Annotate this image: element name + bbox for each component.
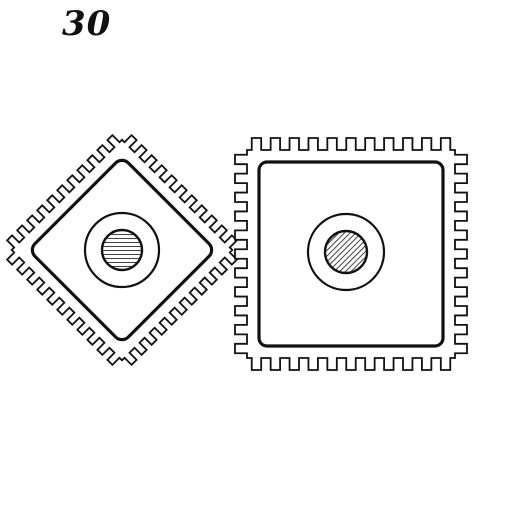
gear-right (234, 137, 468, 371)
gear-left (5, 133, 239, 367)
gear-left-body-outline (30, 158, 214, 342)
gear-left-axle (100, 228, 144, 272)
gear-right-body-outline (257, 160, 445, 348)
gear-right-axle (323, 229, 369, 275)
figure-number: 30 (62, 4, 112, 44)
